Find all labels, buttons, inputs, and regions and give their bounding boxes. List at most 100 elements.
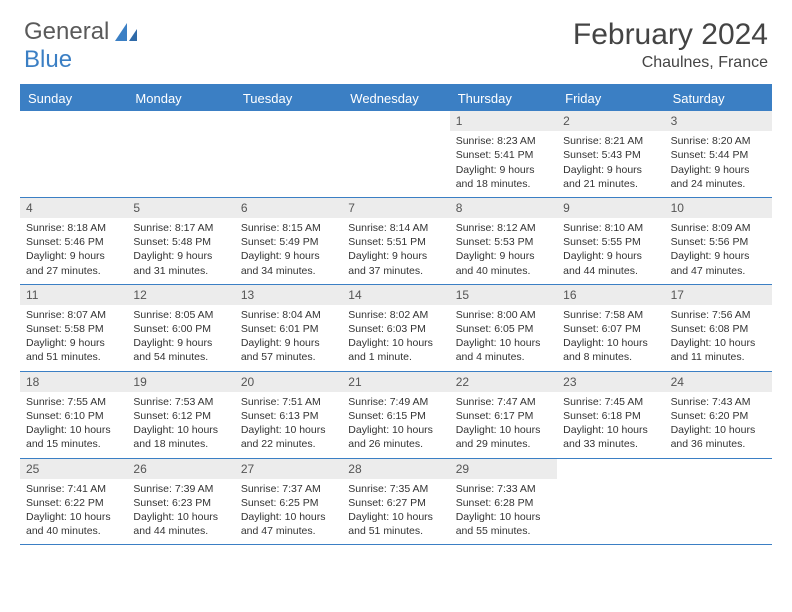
day-cell: 16 Sunrise: 7:58 AMSunset: 6:07 PMDayligh… bbox=[557, 285, 664, 371]
day-number: 19 bbox=[127, 372, 234, 392]
daylight-text: Daylight: 10 hours and 4 minutes. bbox=[456, 336, 551, 364]
day-number: 24 bbox=[665, 372, 772, 392]
day-cell bbox=[557, 459, 664, 545]
day-cell: 19 Sunrise: 7:53 AMSunset: 6:12 PMDayligh… bbox=[127, 372, 234, 458]
daylight-text: Daylight: 9 hours and 44 minutes. bbox=[563, 249, 658, 277]
day-number: 9 bbox=[557, 198, 664, 218]
sunset-text: Sunset: 6:07 PM bbox=[563, 322, 658, 336]
sunrise-text: Sunrise: 7:56 AM bbox=[671, 308, 766, 322]
sunset-text: Sunset: 6:28 PM bbox=[456, 496, 551, 510]
day-number: 16 bbox=[557, 285, 664, 305]
sunset-text: Sunset: 6:27 PM bbox=[348, 496, 443, 510]
sunset-text: Sunset: 5:49 PM bbox=[241, 235, 336, 249]
day-header: Wednesday bbox=[342, 86, 449, 111]
day-header: Tuesday bbox=[235, 86, 342, 111]
day-number: 21 bbox=[342, 372, 449, 392]
day-cell: 14Sunrise: 8:02 AMSunset: 6:03 PMDayligh… bbox=[342, 285, 449, 371]
day-number: 2 bbox=[557, 111, 664, 131]
sunrise-text: Sunrise: 8:20 AM bbox=[671, 134, 766, 148]
sunrise-text: Sunrise: 8:05 AM bbox=[133, 308, 228, 322]
sunrise-text: Sunrise: 7:51 AM bbox=[241, 395, 336, 409]
day-cell: 11Sunrise: 8:07 AMSunset: 5:58 PMDayligh… bbox=[20, 285, 127, 371]
logo: General bbox=[24, 18, 139, 46]
day-number: 7 bbox=[342, 198, 449, 218]
sunrise-text: Sunrise: 7:37 AM bbox=[241, 482, 336, 496]
daylight-text: Daylight: 9 hours and 51 minutes. bbox=[26, 336, 121, 364]
daylight-text: Daylight: 9 hours and 21 minutes. bbox=[563, 163, 658, 191]
sunset-text: Sunset: 6:23 PM bbox=[133, 496, 228, 510]
day-cell: 17Sunrise: 7:56 AMSunset: 6:08 PMDayligh… bbox=[665, 285, 772, 371]
daylight-text: Daylight: 10 hours and 18 minutes. bbox=[133, 423, 228, 451]
day-cell: 25Sunrise: 7:41 AMSunset: 6:22 PMDayligh… bbox=[20, 459, 127, 545]
day-cell: 21Sunrise: 7:49 AMSunset: 6:15 PMDayligh… bbox=[342, 372, 449, 458]
week-row: 25Sunrise: 7:41 AMSunset: 6:22 PMDayligh… bbox=[20, 459, 772, 546]
daylight-text: Daylight: 10 hours and 51 minutes. bbox=[348, 510, 443, 538]
sunset-text: Sunset: 6:01 PM bbox=[241, 322, 336, 336]
daylight-text: Daylight: 10 hours and 33 minutes. bbox=[563, 423, 658, 451]
sunrise-text: Sunrise: 8:09 AM bbox=[671, 221, 766, 235]
day-number: 22 bbox=[450, 372, 557, 392]
day-number: 12 bbox=[127, 285, 234, 305]
day-number: 28 bbox=[342, 459, 449, 479]
sunset-text: Sunset: 5:51 PM bbox=[348, 235, 443, 249]
sunset-text: Sunset: 6:12 PM bbox=[133, 409, 228, 423]
sunset-text: Sunset: 6:20 PM bbox=[671, 409, 766, 423]
sunrise-text: Sunrise: 7:43 AM bbox=[671, 395, 766, 409]
day-header: Thursday bbox=[450, 86, 557, 111]
daylight-text: Daylight: 10 hours and 8 minutes. bbox=[563, 336, 658, 364]
sunset-text: Sunset: 5:53 PM bbox=[456, 235, 551, 249]
sunset-text: Sunset: 6:00 PM bbox=[133, 322, 228, 336]
sunset-text: Sunset: 6:25 PM bbox=[241, 496, 336, 510]
sunrise-text: Sunrise: 7:45 AM bbox=[563, 395, 658, 409]
sunrise-text: Sunrise: 8:14 AM bbox=[348, 221, 443, 235]
day-cell bbox=[342, 111, 449, 197]
daylight-text: Daylight: 10 hours and 15 minutes. bbox=[26, 423, 121, 451]
daylight-text: Daylight: 9 hours and 47 minutes. bbox=[671, 249, 766, 277]
logo-sail-icon bbox=[113, 21, 139, 43]
sunset-text: Sunset: 5:56 PM bbox=[671, 235, 766, 249]
sunset-text: Sunset: 6:22 PM bbox=[26, 496, 121, 510]
daylight-text: Daylight: 9 hours and 40 minutes. bbox=[456, 249, 551, 277]
week-row: 1Sunrise: 8:23 AMSunset: 5:41 PMDaylight… bbox=[20, 111, 772, 198]
sunset-text: Sunset: 5:41 PM bbox=[456, 148, 551, 162]
daylight-text: Daylight: 9 hours and 54 minutes. bbox=[133, 336, 228, 364]
day-header: Friday bbox=[557, 86, 664, 111]
sunrise-text: Sunrise: 7:58 AM bbox=[563, 308, 658, 322]
sunrise-text: Sunrise: 7:53 AM bbox=[133, 395, 228, 409]
week-row: 4Sunrise: 8:18 AMSunset: 5:46 PMDaylight… bbox=[20, 198, 772, 285]
sunrise-text: Sunrise: 8:07 AM bbox=[26, 308, 121, 322]
daylight-text: Daylight: 10 hours and 1 minute. bbox=[348, 336, 443, 364]
day-cell bbox=[127, 111, 234, 197]
daylight-text: Daylight: 9 hours and 18 minutes. bbox=[456, 163, 551, 191]
day-header: Sunday bbox=[20, 86, 127, 111]
daylight-text: Daylight: 10 hours and 22 minutes. bbox=[241, 423, 336, 451]
day-cell: 9Sunrise: 8:10 AMSunset: 5:55 PMDaylight… bbox=[557, 198, 664, 284]
sunset-text: Sunset: 6:05 PM bbox=[456, 322, 551, 336]
logo-text-1: General bbox=[24, 18, 109, 46]
sunrise-text: Sunrise: 8:02 AM bbox=[348, 308, 443, 322]
daylight-text: Daylight: 9 hours and 34 minutes. bbox=[241, 249, 336, 277]
sunrise-text: Sunrise: 8:12 AM bbox=[456, 221, 551, 235]
day-cell: 5Sunrise: 8:17 AMSunset: 5:48 PMDaylight… bbox=[127, 198, 234, 284]
sunrise-text: Sunrise: 8:00 AM bbox=[456, 308, 551, 322]
day-number: 5 bbox=[127, 198, 234, 218]
day-cell: 26Sunrise: 7:39 AMSunset: 6:23 PMDayligh… bbox=[127, 459, 234, 545]
sunrise-text: Sunrise: 7:55 AM bbox=[26, 395, 121, 409]
day-number: 27 bbox=[235, 459, 342, 479]
day-number: 11 bbox=[20, 285, 127, 305]
week-row: 18Sunrise: 7:55 AMSunset: 6:10 PMDayligh… bbox=[20, 372, 772, 459]
day-cell: 3Sunrise: 8:20 AMSunset: 5:44 PMDaylight… bbox=[665, 111, 772, 197]
day-cell: 12 Sunrise: 8:05 AMSunset: 6:00 PMDayligh… bbox=[127, 285, 234, 371]
sunset-text: Sunset: 6:15 PM bbox=[348, 409, 443, 423]
day-number: 26 bbox=[127, 459, 234, 479]
day-number: 3 bbox=[665, 111, 772, 131]
title-block: February 2024 Chaulnes, France bbox=[573, 18, 768, 72]
day-cell: 28Sunrise: 7:35 AMSunset: 6:27 PMDayligh… bbox=[342, 459, 449, 545]
daylight-text: Daylight: 10 hours and 36 minutes. bbox=[671, 423, 766, 451]
day-cell: 7Sunrise: 8:14 AMSunset: 5:51 PMDaylight… bbox=[342, 198, 449, 284]
day-cell bbox=[235, 111, 342, 197]
sunrise-text: Sunrise: 7:49 AM bbox=[348, 395, 443, 409]
sunset-text: Sunset: 6:08 PM bbox=[671, 322, 766, 336]
logo-text-2: Blue bbox=[24, 46, 72, 74]
day-number: 20 bbox=[235, 372, 342, 392]
